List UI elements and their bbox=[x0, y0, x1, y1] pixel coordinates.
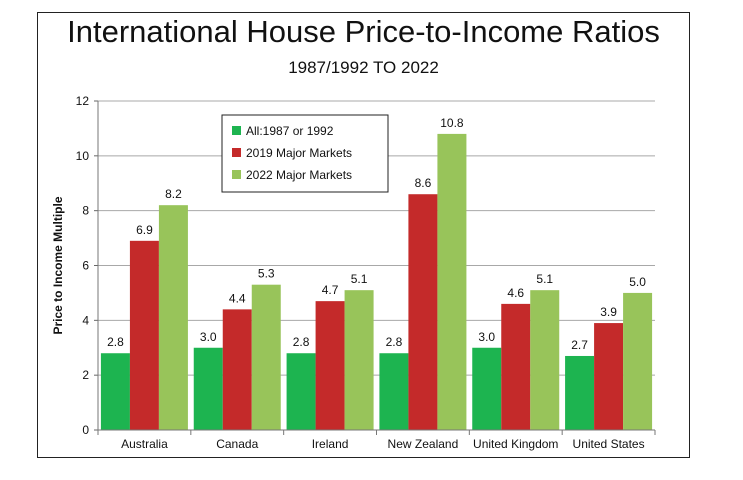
data-label: 4.4 bbox=[229, 291, 246, 305]
data-label: 2.8 bbox=[293, 335, 310, 349]
x-tick-label: Australia bbox=[121, 437, 168, 451]
legend-swatch bbox=[232, 170, 241, 179]
y-tick-label: 0 bbox=[82, 423, 89, 437]
legend-label: 2019 Major Markets bbox=[246, 146, 352, 160]
data-label: 8.6 bbox=[415, 176, 432, 190]
data-label: 2.7 bbox=[571, 338, 588, 352]
y-axis-title: Price to Income Multiple bbox=[51, 196, 65, 334]
x-tick-label: New Zealand bbox=[388, 437, 459, 451]
legend-swatch bbox=[232, 148, 241, 157]
bars: 2.8 6.9 8.2 3.0 4.4 5.3 2.8 4.7 5.1 2.8 8.6 10.8 3.0… bbox=[100, 116, 653, 430]
x-tick-label: United States bbox=[573, 437, 645, 451]
data-label: 4.7 bbox=[322, 283, 339, 297]
bar bbox=[344, 290, 374, 430]
x-tick-label: Ireland bbox=[312, 437, 349, 451]
y-tick-label: 4 bbox=[82, 313, 89, 327]
data-label: 5.0 bbox=[629, 275, 646, 289]
data-label: 8.2 bbox=[165, 187, 182, 201]
x-tick-label: Canada bbox=[216, 437, 258, 451]
bar bbox=[251, 284, 281, 430]
y-tick-label: 2 bbox=[82, 368, 89, 382]
bar bbox=[129, 240, 159, 430]
data-label: 3.9 bbox=[600, 305, 617, 319]
bar bbox=[623, 292, 653, 430]
data-label: 3.0 bbox=[478, 330, 495, 344]
data-label: 5.1 bbox=[351, 272, 368, 286]
y-tick-label: 6 bbox=[82, 259, 89, 273]
y-tick-label: 8 bbox=[82, 204, 89, 218]
bar bbox=[565, 355, 595, 430]
x-tick-label: United Kingdom bbox=[473, 437, 558, 451]
bar bbox=[315, 301, 345, 430]
data-label: 3.0 bbox=[200, 330, 217, 344]
y-tick-label: 10 bbox=[76, 149, 90, 163]
bar bbox=[437, 133, 467, 430]
chart-title: International House Price-to-Income Rati… bbox=[67, 14, 660, 49]
bar bbox=[222, 309, 252, 430]
bar bbox=[100, 353, 130, 430]
data-label: 4.6 bbox=[507, 286, 524, 300]
data-label: 5.3 bbox=[258, 267, 275, 281]
bar bbox=[501, 303, 531, 430]
bar bbox=[408, 194, 438, 430]
data-label: 6.9 bbox=[136, 223, 153, 237]
data-label: 5.1 bbox=[536, 272, 553, 286]
chart-subtitle: 1987/1992 TO 2022 bbox=[288, 58, 439, 77]
legend: All:1987 or 1992 2019 Major Markets 2022 M… bbox=[221, 114, 389, 193]
bar bbox=[472, 347, 502, 430]
data-label: 10.8 bbox=[440, 116, 464, 130]
bar bbox=[158, 205, 188, 430]
y-tick-label: 12 bbox=[76, 94, 90, 108]
bar bbox=[193, 347, 223, 430]
legend-label: 2022 Major Markets bbox=[246, 168, 352, 182]
data-label: 2.8 bbox=[107, 335, 124, 349]
legend-label: All:1987 or 1992 bbox=[246, 124, 334, 138]
bar bbox=[594, 323, 624, 430]
bar bbox=[530, 290, 560, 430]
bar bbox=[379, 353, 409, 430]
legend-box bbox=[221, 114, 389, 193]
data-label: 2.8 bbox=[386, 335, 403, 349]
legend-swatch bbox=[232, 126, 241, 135]
bar bbox=[286, 353, 316, 430]
axes: 0 2 4 6 8 10 12 Price to Income Multiple Austral… bbox=[51, 94, 656, 451]
